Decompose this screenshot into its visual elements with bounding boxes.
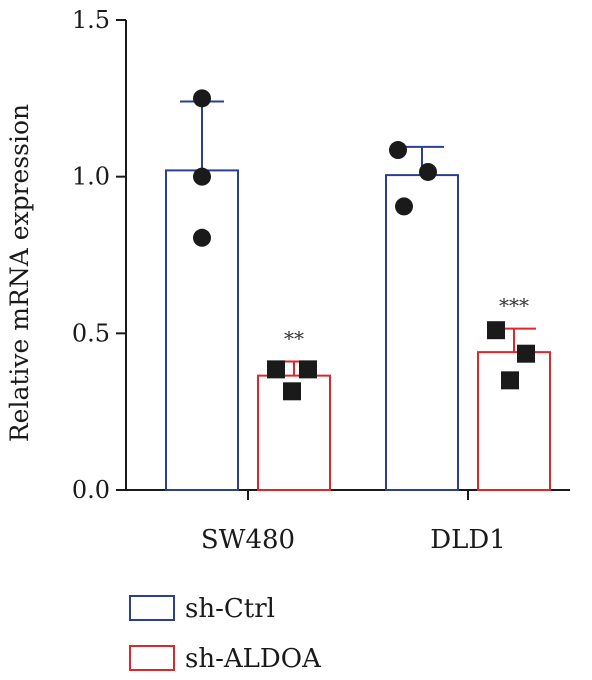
data-point (193, 228, 211, 247)
data-point (193, 89, 211, 108)
data-point (487, 321, 505, 340)
legend-swatch (129, 645, 175, 671)
legend-swatch (129, 595, 175, 621)
significance-label: *** (499, 294, 529, 318)
bars (165, 169, 551, 491)
significance-label: ** (284, 327, 304, 351)
y-tick-label: 0.0 (72, 476, 110, 504)
y-axis-title: Relative mRNA expression (5, 104, 34, 442)
x-tick-label: DLD1 (430, 525, 506, 555)
y-tick-label: 0.5 (72, 319, 110, 347)
data-point (395, 197, 413, 216)
data-points (193, 89, 535, 401)
data-point (389, 141, 407, 160)
bar (165, 169, 239, 491)
y-tick-label: 1.5 (72, 6, 110, 34)
legend-label: sh-Ctrl (185, 594, 275, 624)
labels: 0.0 0.5 1.0 1.5 Relative mRNA expression SW48… (5, 6, 529, 555)
data-point (193, 167, 211, 186)
data-point (517, 344, 535, 363)
data-point (267, 360, 285, 379)
legend: sh-Ctrl sh-ALDOA (129, 594, 322, 674)
legend-label: sh-ALDOA (185, 644, 322, 674)
bar (385, 174, 459, 491)
data-point (283, 382, 301, 401)
data-point (299, 360, 317, 379)
data-point (419, 162, 437, 181)
data-point (501, 371, 519, 390)
x-tick-label: SW480 (201, 525, 295, 555)
y-tick-label: 1.0 (72, 163, 110, 191)
